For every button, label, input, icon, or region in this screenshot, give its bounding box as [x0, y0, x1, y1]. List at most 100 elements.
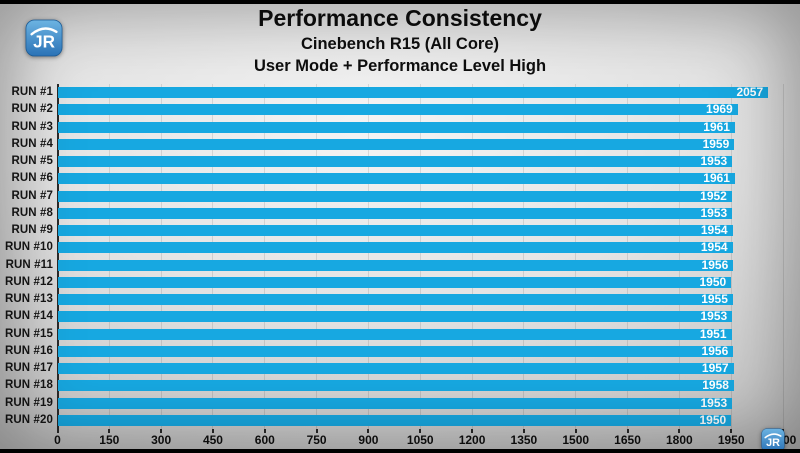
y-axis-line [56, 84, 59, 429]
score-bar: 1950 [57, 414, 732, 426]
x-axis-tick-mark [263, 429, 266, 433]
chart-subtitle-2: User Mode + Performance Level High [253, 57, 547, 75]
run-label: RUN #1 [11, 86, 53, 98]
x-axis-tick-mark [574, 429, 577, 433]
gridline [730, 84, 732, 429]
gridline [678, 84, 680, 429]
gridline [782, 84, 784, 429]
chart-title: Performance Consistency [258, 5, 542, 31]
x-axis-tick-label: 1950 [717, 433, 745, 447]
title-block: Performance Consistency Cinebench R15 (A… [0, 4, 800, 77]
x-axis-tick-label: 1500 [562, 433, 590, 447]
score-bar: 1956 [57, 343, 734, 358]
bottom-letterbox-bar [0, 449, 800, 453]
x-axis-tick-label: 300 [151, 433, 172, 447]
score-value-label: 1959 [702, 136, 730, 151]
x-axis-tick-label: 750 [306, 433, 327, 447]
score-bar: 1954 [57, 242, 733, 254]
run-label: RUN #14 [5, 310, 53, 323]
score-value-label: 1951 [699, 326, 727, 341]
x-axis-tick-mark [522, 429, 525, 433]
logo-arc [30, 27, 58, 36]
x-axis-tick-label: 0 [54, 433, 61, 447]
x-axis-tick-mark [315, 429, 318, 433]
run-label: RUN #16 [5, 344, 53, 357]
run-label: RUN #19 [5, 396, 53, 409]
x-axis-tick-mark [730, 429, 733, 433]
gridline [627, 84, 629, 429]
score-value-label: 1953 [700, 309, 728, 324]
logo-text: JR [766, 437, 780, 449]
run-label: RUN #17 [5, 362, 53, 374]
score-value-label: 1957 [701, 361, 729, 376]
x-axis-tick-mark [678, 429, 681, 433]
jr-watermark-small: JR [761, 428, 785, 452]
run-label: RUN #18 [5, 379, 53, 392]
jr-watermark-graphic: JR [761, 428, 785, 452]
run-label: RUN #8 [11, 206, 53, 219]
run-label: RUN #6 [11, 172, 53, 185]
score-bar: 1953 [57, 205, 733, 220]
score-bar: 1955 [57, 292, 733, 307]
score-value-label: 1961 [703, 171, 730, 186]
score-bar: 1954 [57, 224, 733, 237]
score-value-label: 1956 [701, 257, 729, 272]
score-bar: 1953 [57, 395, 733, 410]
gridline [160, 84, 162, 429]
score-value-label: 1958 [702, 378, 729, 393]
x-axis-tick-mark [160, 429, 163, 433]
gridline [316, 84, 318, 429]
x-axis-tick-label: 450 [202, 433, 223, 447]
run-label: RUN #7 [11, 189, 53, 202]
score-bar: 1969 [57, 102, 738, 117]
run-label: RUN #13 [5, 293, 53, 305]
score-value-label: 1952 [700, 188, 727, 203]
score-bar: 1958 [57, 378, 734, 393]
x-axis-tick-mark [367, 429, 370, 433]
x-axis-tick-mark [471, 429, 474, 433]
run-label: RUN #2 [11, 103, 53, 116]
score-bar: 1956 [57, 257, 734, 272]
score-value-label: 1956 [701, 343, 729, 358]
score-bar: 1961 [57, 171, 735, 186]
chart-subtitle-1: Cinebench R15 (All Core) [300, 35, 500, 53]
top-letterbox-bar [0, 0, 800, 4]
run-label: RUN #4 [11, 137, 53, 150]
score-value-label: 2057 [736, 85, 764, 100]
score-bar: 1957 [57, 361, 734, 376]
score-bar: 1953 [57, 309, 733, 324]
x-axis-tick-label: 1350 [510, 433, 538, 447]
score-bar: 1952 [57, 188, 732, 203]
x-axis-tick-mark [626, 429, 629, 433]
x-axis-tick-label: 1050 [406, 433, 434, 447]
score-bar: 2057 [57, 85, 769, 100]
jr-logo: JR [25, 19, 63, 57]
x-axis-tick-label: 600 [254, 433, 275, 447]
logo-arc [764, 433, 782, 439]
score-value-label: 1950 [699, 274, 727, 289]
gridline [523, 84, 525, 429]
score-value-label: 1953 [700, 205, 728, 220]
run-label: RUN #9 [11, 224, 53, 236]
run-label: RUN #12 [5, 275, 53, 288]
gridline [367, 84, 369, 429]
run-label: RUN #5 [11, 155, 53, 167]
gridline [108, 84, 110, 429]
gridline [212, 84, 214, 429]
x-axis-tick-label: 1650 [614, 433, 641, 447]
run-label: RUN #20 [5, 413, 53, 426]
x-axis-tick-label: 1200 [458, 433, 486, 447]
score-value-label: 1961 [703, 119, 730, 134]
score-value-label: 1969 [706, 102, 733, 117]
gridline [419, 84, 421, 429]
run-label: RUN #10 [5, 241, 53, 254]
jr-logo-graphic: JR [25, 19, 63, 57]
score-value-label: 1953 [700, 395, 728, 410]
run-label: RUN #15 [5, 327, 53, 340]
score-value-label: 1955 [701, 292, 728, 307]
score-bar: 1961 [57, 119, 735, 134]
score-value-label: 1953 [700, 154, 728, 169]
x-axis-tick-mark [108, 429, 111, 433]
